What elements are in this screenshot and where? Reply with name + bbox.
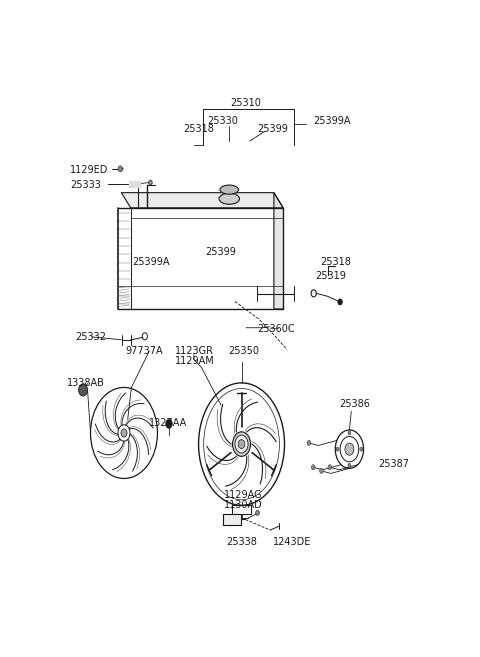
Circle shape bbox=[336, 447, 339, 451]
Text: 1129AM: 1129AM bbox=[175, 356, 215, 366]
Text: 25387: 25387 bbox=[378, 459, 409, 469]
Text: 25399A: 25399A bbox=[132, 257, 170, 267]
Text: 1327AA: 1327AA bbox=[149, 418, 188, 428]
Text: 1130AD: 1130AD bbox=[224, 500, 263, 510]
Text: 1129ED: 1129ED bbox=[71, 165, 109, 175]
Text: 25319: 25319 bbox=[315, 271, 346, 281]
Text: 25330: 25330 bbox=[207, 116, 239, 126]
Circle shape bbox=[148, 180, 152, 185]
Text: 25310: 25310 bbox=[230, 98, 262, 108]
Text: 25386: 25386 bbox=[339, 399, 370, 409]
Text: 25318: 25318 bbox=[183, 124, 214, 135]
Text: 25399A: 25399A bbox=[313, 116, 350, 126]
Circle shape bbox=[320, 468, 324, 474]
Polygon shape bbox=[129, 181, 140, 187]
Circle shape bbox=[235, 435, 248, 453]
Circle shape bbox=[345, 443, 354, 455]
Circle shape bbox=[118, 166, 122, 172]
Text: 1243DE: 1243DE bbox=[273, 537, 311, 547]
Text: 1129AG: 1129AG bbox=[224, 489, 262, 500]
Text: 25333: 25333 bbox=[71, 180, 101, 190]
Text: 25399: 25399 bbox=[257, 124, 288, 135]
Text: 25318: 25318 bbox=[321, 257, 351, 267]
Ellipse shape bbox=[219, 193, 240, 204]
Polygon shape bbox=[121, 193, 283, 208]
Text: 25350: 25350 bbox=[228, 346, 260, 356]
Text: 1338AB: 1338AB bbox=[67, 378, 105, 388]
Circle shape bbox=[338, 299, 342, 305]
Circle shape bbox=[348, 463, 351, 467]
Text: 25338: 25338 bbox=[227, 537, 258, 547]
Polygon shape bbox=[274, 193, 283, 309]
Text: 25332: 25332 bbox=[75, 332, 106, 342]
Circle shape bbox=[79, 384, 87, 396]
Text: 97737A: 97737A bbox=[125, 346, 163, 356]
Text: 1123GR: 1123GR bbox=[175, 346, 214, 356]
Circle shape bbox=[312, 464, 315, 470]
Circle shape bbox=[328, 464, 332, 470]
Circle shape bbox=[307, 440, 311, 445]
Circle shape bbox=[360, 447, 363, 451]
Circle shape bbox=[121, 429, 127, 437]
Text: 25360C: 25360C bbox=[257, 324, 295, 334]
Circle shape bbox=[232, 432, 251, 457]
Circle shape bbox=[166, 419, 172, 428]
Text: 25399: 25399 bbox=[205, 247, 236, 257]
Circle shape bbox=[256, 510, 259, 516]
Ellipse shape bbox=[220, 185, 239, 194]
Circle shape bbox=[238, 440, 245, 449]
Polygon shape bbox=[223, 514, 241, 525]
Circle shape bbox=[348, 431, 351, 435]
